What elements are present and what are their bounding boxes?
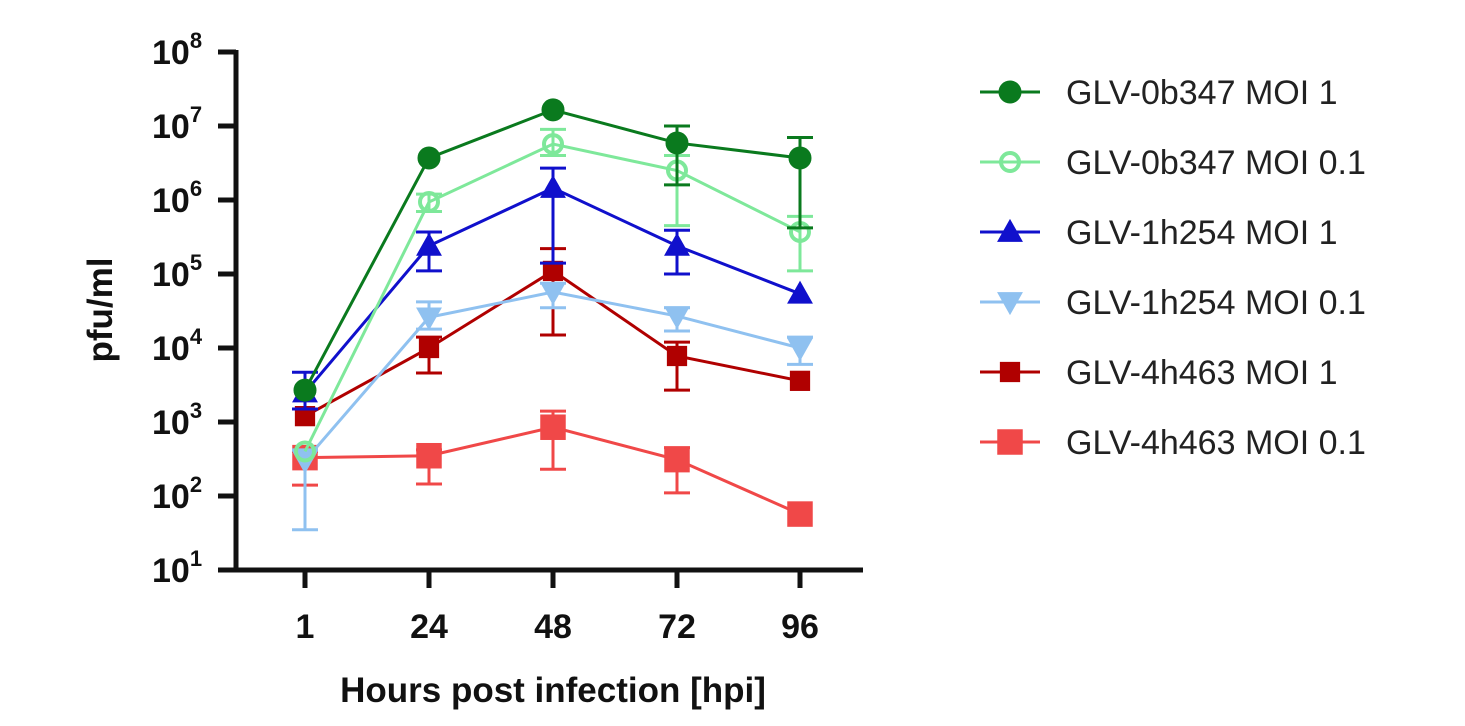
x-tick-label: 96 bbox=[781, 608, 819, 646]
y-ticks: 101 102 103 104 105 106 107 108 bbox=[152, 28, 236, 590]
legend-label: GLV-0b347 MOI 1 bbox=[1066, 74, 1338, 112]
legend-marker bbox=[999, 151, 1021, 173]
series-4 bbox=[294, 247, 811, 427]
data-point bbox=[540, 282, 566, 306]
data-point bbox=[789, 370, 811, 391]
legend-item: GLV-4h463 MOI 0.1 bbox=[980, 424, 1366, 462]
data-point bbox=[787, 501, 813, 527]
data-point bbox=[418, 337, 440, 359]
data-point bbox=[416, 307, 442, 331]
y-tick-label: 107 bbox=[152, 102, 202, 146]
y-tick-label: 102 bbox=[152, 472, 202, 516]
data-point bbox=[540, 414, 566, 440]
legend-marker bbox=[999, 361, 1021, 383]
legend-item: GLV-1h254 MOI 0.1 bbox=[980, 284, 1366, 322]
data-point bbox=[416, 232, 442, 256]
data-point bbox=[787, 338, 813, 362]
legend-item: GLV-0b347 MOI 1 bbox=[980, 74, 1338, 112]
series-0 bbox=[293, 98, 813, 402]
data-point bbox=[664, 306, 690, 330]
legend-label: GLV-4h463 MOI 1 bbox=[1066, 354, 1338, 392]
legend-marker bbox=[998, 80, 1022, 104]
data-point bbox=[417, 146, 441, 170]
x-tick-label: 48 bbox=[534, 608, 572, 646]
y-axis-label: pfu/ml bbox=[81, 258, 120, 363]
data-point bbox=[664, 232, 690, 256]
data-point bbox=[293, 378, 317, 402]
data-point bbox=[542, 133, 564, 156]
x-tick-label: 72 bbox=[658, 608, 696, 646]
y-tick-label: 101 bbox=[152, 546, 202, 590]
data-point bbox=[664, 446, 690, 473]
legend-item: GLV-4h463 MOI 1 bbox=[980, 354, 1338, 392]
data-point bbox=[665, 131, 689, 155]
data-point bbox=[416, 442, 442, 469]
plot-area bbox=[292, 98, 813, 532]
legend-label: GLV-1h254 MOI 1 bbox=[1066, 214, 1338, 252]
data-point bbox=[541, 98, 565, 122]
data-point bbox=[418, 190, 440, 213]
legend-label: GLV-4h463 MOI 0.1 bbox=[1066, 424, 1366, 462]
y-tick-label: 103 bbox=[152, 398, 202, 442]
data-point bbox=[666, 345, 688, 367]
legend: GLV-0b347 MOI 1 GLV-0b347 MOI 0.1 GLV-1h25… bbox=[980, 74, 1366, 462]
legend-label: GLV-0b347 MOI 0.1 bbox=[1066, 144, 1366, 182]
legend-item: GLV-1h254 MOI 1 bbox=[980, 214, 1338, 252]
data-point bbox=[540, 174, 566, 198]
y-tick-label: 106 bbox=[152, 176, 202, 220]
data-point bbox=[294, 440, 316, 463]
legend-marker bbox=[997, 218, 1023, 242]
x-tick-label: 1 bbox=[296, 608, 315, 646]
series-5 bbox=[292, 409, 813, 527]
data-point bbox=[788, 146, 812, 170]
x-ticks: 1 24 48 72 96 bbox=[296, 570, 819, 646]
y-tick-label: 104 bbox=[152, 324, 203, 368]
x-axis-label: Hours post infection [hpi] bbox=[340, 671, 766, 710]
legend-marker bbox=[997, 292, 1023, 316]
legend-item: GLV-0b347 MOI 0.1 bbox=[980, 144, 1366, 182]
legend-marker bbox=[997, 429, 1023, 455]
axes bbox=[233, 50, 863, 573]
x-tick-label: 24 bbox=[410, 608, 448, 646]
y-tick-label: 108 bbox=[152, 28, 202, 72]
legend-label: GLV-1h254 MOI 0.1 bbox=[1066, 284, 1366, 322]
data-point bbox=[787, 280, 813, 304]
y-tick-label: 105 bbox=[152, 250, 202, 294]
